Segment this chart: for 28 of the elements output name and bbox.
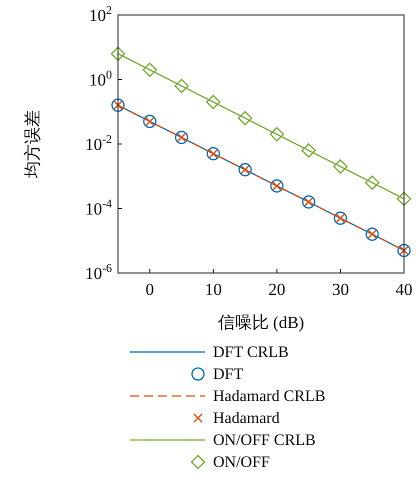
legend-label: ON/OFF CRLB	[213, 432, 316, 449]
x-tick-label: 30	[332, 280, 349, 299]
legend-label: Hadamard	[213, 410, 280, 427]
x-tick-label: 20	[268, 280, 286, 299]
y-tick-label: 10$^{2}$	[89, 3, 112, 25]
point	[206, 94, 220, 110]
point	[396, 192, 412, 206]
legend-label: Hadamard CRLB	[213, 388, 326, 405]
legend-label: ON/OFF	[213, 454, 270, 471]
x-axis-title: 信噪比 (dB)	[218, 313, 304, 332]
y-tick-label: 10$^{-6}$	[85, 261, 112, 283]
point	[270, 127, 284, 142]
point	[142, 62, 157, 77]
point	[238, 111, 252, 126]
y-tick-label: 10$^{-2}$	[85, 132, 112, 154]
y-axis-title: 均方误差	[23, 110, 42, 179]
point	[110, 46, 126, 61]
y-tick-label: 10$^{-4}$	[85, 196, 112, 218]
y-tick-label: 10$^{0}$	[89, 68, 112, 90]
legend-label: DFT	[213, 366, 244, 383]
x-tick-label: 0	[146, 280, 154, 299]
point	[174, 78, 189, 94]
point	[365, 176, 380, 190]
point	[333, 159, 348, 174]
x-tick-label: 40	[396, 280, 412, 299]
legend-label: DFT CRLB	[213, 344, 289, 361]
x-tick-label: 10	[204, 280, 222, 299]
point	[302, 143, 316, 158]
